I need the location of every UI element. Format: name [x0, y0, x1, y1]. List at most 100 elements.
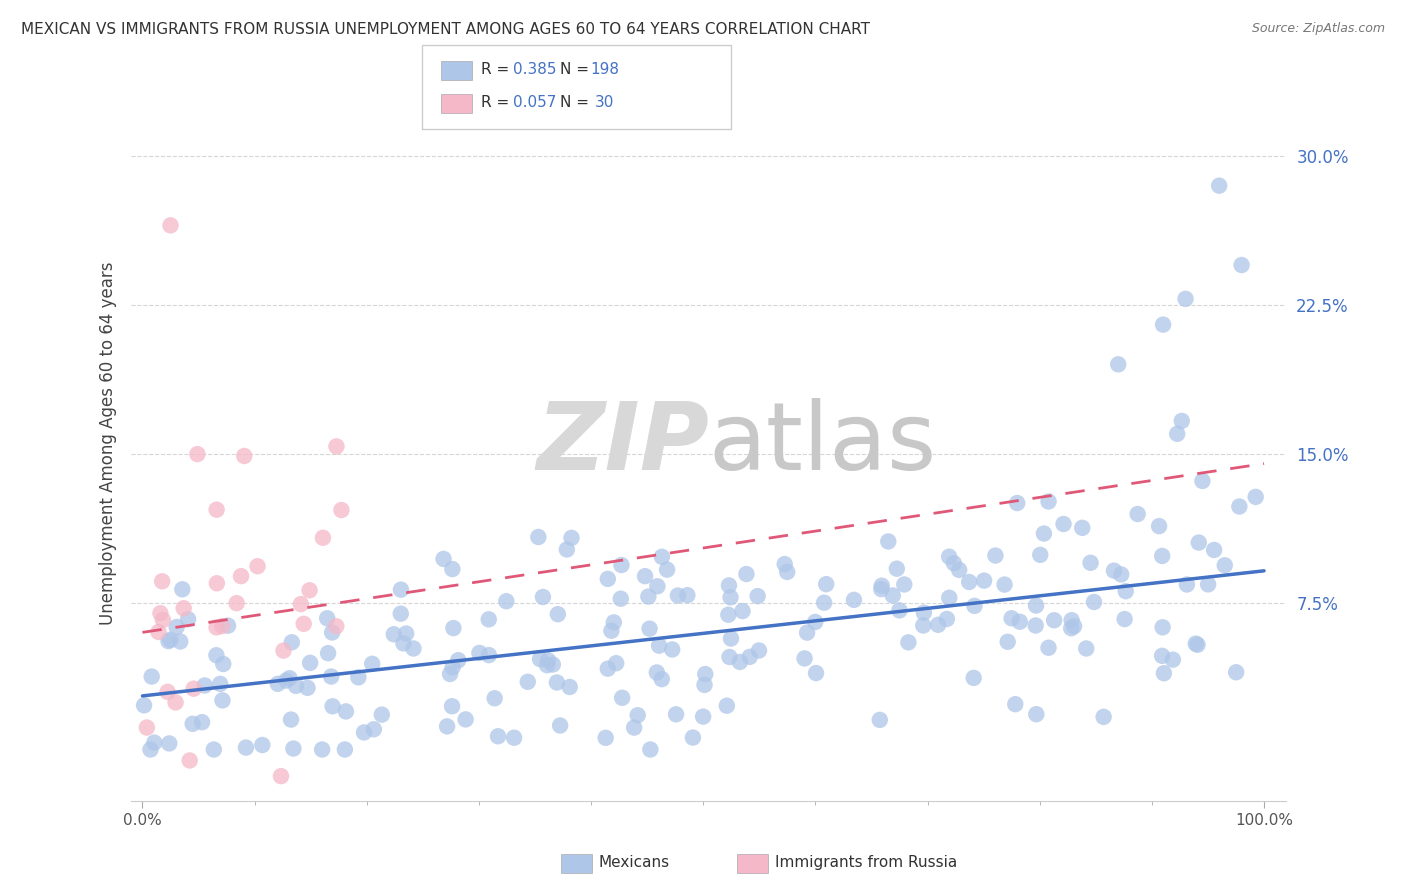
Point: [152, 613, 174, 627]
Point: [1191, 474, 1213, 488]
Point: [371, 707, 394, 722]
Point: [389, 607, 412, 621]
Point: [325, 619, 347, 633]
Point: [529, 652, 551, 666]
Point: [610, 558, 633, 572]
Point: [651, 549, 673, 564]
Point: [655, 563, 678, 577]
Point: [1063, 619, 1085, 633]
Point: [882, 589, 904, 603]
Point: [441, 562, 464, 576]
Text: MEXICAN VS IMMIGRANTS FROM RUSSIA UNEMPLOYMENT AMONG AGES 60 TO 64 YEARS CORRELA: MEXICAN VS IMMIGRANTS FROM RUSSIA UNEMPL…: [21, 22, 870, 37]
Point: [637, 590, 659, 604]
Point: [793, 651, 815, 665]
Point: [194, 678, 217, 692]
Point: [316, 611, 339, 625]
Point: [612, 690, 634, 705]
Point: [150, 574, 173, 589]
Point: [281, 635, 304, 649]
Point: [135, 721, 157, 735]
Point: [363, 723, 385, 737]
Text: 198: 198: [591, 62, 620, 77]
Point: [605, 656, 627, 670]
Point: [325, 439, 347, 453]
Point: [1213, 558, 1236, 573]
Point: [516, 674, 538, 689]
Text: 30: 30: [595, 95, 614, 110]
Point: [773, 557, 796, 571]
Point: [1004, 697, 1026, 711]
Point: [1025, 599, 1047, 613]
Point: [1000, 611, 1022, 625]
Point: [1152, 620, 1174, 634]
Point: [159, 219, 181, 233]
Point: [547, 607, 569, 622]
Text: N =: N =: [560, 62, 593, 77]
Y-axis label: Unemployment Among Ages 60 to 64 years: Unemployment Among Ages 60 to 64 years: [100, 262, 117, 625]
Point: [541, 657, 564, 672]
Point: [316, 646, 339, 660]
Point: [648, 639, 671, 653]
Point: [191, 715, 214, 730]
Point: [165, 695, 187, 709]
Point: [439, 667, 461, 681]
Point: [1052, 516, 1074, 531]
Point: [478, 612, 501, 626]
Point: [728, 655, 751, 669]
Point: [1152, 648, 1174, 663]
Point: [297, 681, 319, 695]
Point: [166, 620, 188, 634]
Point: [555, 542, 578, 557]
Point: [993, 577, 1015, 591]
Point: [869, 713, 891, 727]
Point: [321, 625, 343, 640]
Point: [478, 648, 501, 662]
Point: [322, 699, 344, 714]
Point: [347, 670, 370, 684]
Point: [1153, 666, 1175, 681]
Point: [796, 625, 818, 640]
Point: [651, 672, 673, 686]
Point: [1114, 612, 1136, 626]
Point: [311, 742, 333, 756]
Point: [270, 769, 292, 783]
Point: [212, 657, 235, 671]
Point: [177, 612, 200, 626]
Point: [1174, 292, 1197, 306]
Point: [682, 731, 704, 745]
Point: [246, 559, 269, 574]
Point: [321, 669, 343, 683]
Point: [1197, 577, 1219, 591]
Point: [735, 567, 758, 582]
Point: [252, 738, 274, 752]
Point: [205, 620, 228, 634]
Point: [537, 653, 560, 667]
Point: [804, 615, 827, 629]
Point: [596, 662, 619, 676]
Point: [441, 699, 464, 714]
Point: [402, 641, 425, 656]
Point: [292, 616, 315, 631]
Point: [143, 736, 166, 750]
Point: [1092, 710, 1115, 724]
Point: [1166, 426, 1188, 441]
Point: [912, 618, 935, 632]
Point: [146, 821, 169, 835]
Point: [486, 729, 509, 743]
Point: [1225, 665, 1247, 680]
Point: [495, 594, 517, 608]
Text: atlas: atlas: [709, 398, 938, 490]
Point: [1025, 707, 1047, 722]
Point: [695, 667, 717, 681]
Point: [877, 534, 900, 549]
Point: [1170, 414, 1192, 428]
Point: [623, 721, 645, 735]
Point: [548, 718, 571, 732]
Point: [693, 678, 716, 692]
Point: [957, 574, 980, 589]
Point: [627, 708, 650, 723]
Point: [202, 742, 225, 756]
Point: [141, 669, 163, 683]
Point: [912, 606, 935, 620]
Point: [1109, 567, 1132, 582]
